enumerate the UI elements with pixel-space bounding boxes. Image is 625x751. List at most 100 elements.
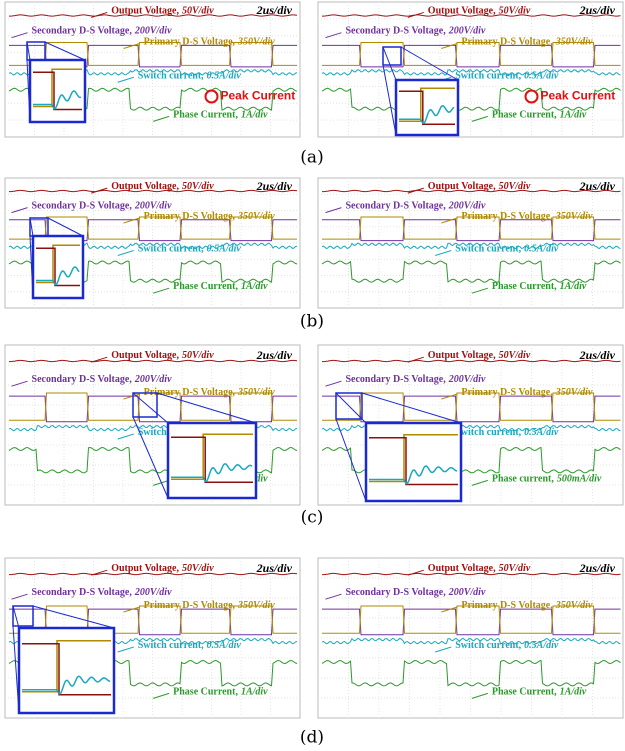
trace-scale: 1A/div (560, 281, 587, 292)
trace-name: Switch current, (138, 640, 204, 651)
trace-scale: 1A/div (241, 281, 268, 292)
trace-name: Phase Current, (492, 687, 557, 698)
trace-scale: 50V/div (499, 181, 531, 192)
time-div: 2us/div (256, 179, 293, 193)
trace-name: Secondary D-S Voltage, (345, 587, 446, 598)
trace-label: Switch current,0.5A/div (138, 71, 242, 82)
trace-label: Primary D-S Voltage,350V/div (461, 600, 593, 611)
trace-label: Phase Current,1A/div (173, 281, 268, 292)
trace-name: Switch current, (455, 71, 521, 82)
trace-scale: 50V/div (182, 6, 214, 17)
trace-label: Switch current,0.5A/div (455, 640, 559, 651)
trace-scale: 200V/div (448, 26, 486, 37)
trace-label: Primary D-S Voltage,350V/div (144, 600, 276, 611)
trace-name: Phase Current, (173, 110, 238, 121)
trace-name: Secondary D-S Voltage, (345, 26, 446, 37)
row-caption: (a) (300, 148, 323, 168)
trace-scale: 350V/div (555, 37, 593, 48)
time-div: 2us/div (256, 561, 293, 575)
trace-scale: 200V/div (134, 374, 172, 385)
trace-scale: 200V/div (448, 374, 486, 385)
trace-scale: 0.5A/div (524, 640, 559, 651)
trace-scale: 0.5A/div (524, 427, 559, 438)
trace-label: Secondary D-S Voltage,200V/div (32, 201, 173, 212)
trace-label: Output Voltage,50V/div (111, 563, 214, 574)
trace-label: Primary D-S Voltage,350V/div (461, 387, 593, 398)
trace-label: Secondary D-S Voltage,200V/div (345, 201, 486, 212)
scope-panel: 2us/divOutput Voltage,50V/divSecondary D… (318, 558, 623, 718)
trace-scale: 1A/div (560, 687, 587, 698)
trace-label: Phase Current,1A/div (173, 110, 268, 121)
trace-name: Output Voltage, (428, 6, 496, 17)
trace-name: Primary D-S Voltage, (461, 37, 553, 48)
time-div: 2us/div (579, 179, 616, 193)
trace-scale: 350V/div (237, 387, 275, 398)
time-div: 2us/div (579, 348, 616, 362)
row-caption: (b) (300, 312, 324, 332)
trace-scale: 200V/div (448, 587, 486, 598)
trace-name: Switch current, (455, 244, 521, 255)
trace-label: Secondary D-S Voltage,200V/div (345, 26, 486, 37)
trace-scale: 200V/div (448, 201, 486, 212)
trace-name: Secondary D-S Voltage, (345, 201, 446, 212)
time-div: 2us/div (256, 3, 293, 17)
trace-label: Phase current,500mA/div (492, 474, 602, 485)
trace-label: Switch current,0.5A/div (455, 71, 559, 82)
trace-label: Output Voltage,50V/div (111, 6, 214, 17)
trace-label: Phase Current,1A/div (492, 110, 587, 121)
trace-label: Secondary D-S Voltage,200V/div (32, 587, 173, 598)
trace-label: Primary D-S Voltage,350V/div (461, 37, 593, 48)
time-div: 2us/div (579, 561, 616, 575)
trace-label: Output Voltage,50V/div (428, 350, 531, 361)
trace-label: Secondary D-S Voltage,200V/div (32, 26, 173, 37)
trace-label: Primary D-S Voltage,350V/div (144, 387, 276, 398)
trace-scale: 50V/div (182, 563, 214, 574)
trace-label: Output Voltage,50V/div (428, 181, 531, 192)
trace-name: Phase Current, (173, 281, 238, 292)
scope-panel: 2us/div Output Voltage,50V/div Secondary D… (318, 178, 623, 308)
trace-name: Switch current, (455, 427, 521, 438)
trace-name: Output Voltage, (111, 563, 179, 574)
trace-name: Phase current, (492, 474, 555, 485)
trace-name: Phase Current, (492, 110, 557, 121)
scope-panel: 2us/divOutput Voltage,50V/divSecondary D… (318, 345, 623, 505)
trace-name: Primary D-S Voltage, (144, 37, 236, 48)
trace-label: Secondary D-S Voltage,200V/div (345, 587, 486, 598)
trace-scale: 0.5A/div (207, 71, 242, 82)
trace-name: Output Voltage, (428, 350, 496, 361)
time-div: 2us/div (579, 3, 616, 17)
trace-label: Primary D-S Voltage,350V/div (461, 211, 593, 222)
trace-scale: 350V/div (555, 211, 593, 222)
trace-scale: 50V/div (182, 181, 214, 192)
trace-name: Output Voltage, (111, 181, 179, 192)
trace-label: Phase Current,1A/div (173, 687, 268, 698)
trace-scale: 0.5A/div (524, 244, 559, 255)
figure: 2us/divOutput Voltage,50V/divSecondary D… (0, 0, 625, 751)
trace-name: Switch current, (138, 244, 204, 255)
trace-scale: 200V/div (134, 26, 172, 37)
trace-name: Secondary D-S Voltage, (32, 201, 133, 212)
trace-scale: 50V/div (182, 350, 214, 361)
trace-scale: 350V/div (237, 211, 275, 222)
trace-scale: 1A/div (560, 110, 587, 121)
trace-name: Primary D-S Voltage, (461, 211, 553, 222)
peak-label: Peak Current (541, 89, 616, 103)
trace-scale: 0.5A/div (207, 640, 242, 651)
trace-label: Output Voltage,50V/div (428, 6, 531, 17)
trace-scale: 200V/div (134, 587, 172, 598)
trace-scale: 50V/div (499, 6, 531, 17)
trace-name: Primary D-S Voltage, (461, 387, 553, 398)
trace-scale: 350V/div (237, 37, 275, 48)
time-div: 2us/div (256, 348, 293, 362)
trace-scale: 350V/div (237, 600, 275, 611)
peak-label: Peak Current (221, 89, 296, 103)
trace-scale: 1A/div (241, 110, 268, 121)
trace-label: Switch current,0.5A/div (138, 244, 242, 255)
row-caption: (d) (300, 728, 324, 748)
trace-scale: 350V/div (555, 600, 593, 611)
trace-name: Secondary D-S Voltage, (32, 26, 133, 37)
scope-panel: 2us/div Output Voltage,50V/div Secondary D… (5, 2, 300, 137)
trace-label: Phase Current,1A/div (492, 281, 587, 292)
trace-scale: 350V/div (555, 387, 593, 398)
trace-scale: 200V/div (134, 201, 172, 212)
